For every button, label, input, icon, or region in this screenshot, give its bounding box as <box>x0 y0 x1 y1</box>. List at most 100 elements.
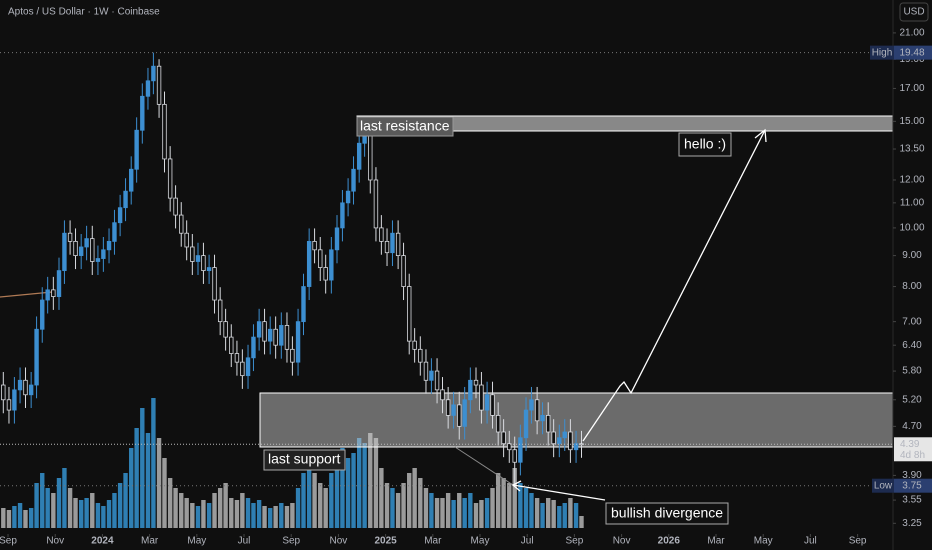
candle-body <box>234 353 240 363</box>
low-value-badge <box>894 478 932 493</box>
x-tick-label: Sep <box>0 536 17 547</box>
candle-body <box>167 158 173 199</box>
candle-body <box>201 255 206 272</box>
currency-button[interactable] <box>899 2 929 22</box>
y-tick-label: 4.70 <box>902 421 922 432</box>
volume-bar <box>457 493 462 528</box>
candle-body <box>245 357 251 377</box>
volume-bar <box>318 483 323 528</box>
volume-bar <box>129 448 134 528</box>
volume-bar <box>551 500 556 528</box>
low-value: 3.75 <box>902 480 922 491</box>
annotation: bullish divergence <box>611 505 723 521</box>
annotation-box <box>678 132 732 157</box>
volume-bar <box>468 493 473 528</box>
volume-bar <box>95 503 101 528</box>
candle-body <box>151 65 156 82</box>
y-tick-label: 21.00 <box>899 28 924 39</box>
volume-bar <box>484 498 490 528</box>
candle-body <box>295 321 301 363</box>
volume-bar <box>306 453 312 528</box>
volume-bar <box>518 483 523 528</box>
volume-bar <box>23 510 28 528</box>
candle-body <box>101 249 106 259</box>
volume-bar <box>534 498 540 528</box>
x-tick-label: Jul <box>521 536 534 547</box>
y-tick-label: 15.00 <box>899 116 924 127</box>
y-tick-label: 6.40 <box>902 340 922 351</box>
last-price: 4.39 <box>900 439 920 450</box>
volume-bar <box>434 498 440 528</box>
candle-body <box>540 414 545 422</box>
low-badge <box>872 478 894 493</box>
candle-body <box>562 431 567 439</box>
volume-bar <box>273 506 278 528</box>
volume-bar <box>134 428 139 528</box>
volume-bar <box>256 500 262 528</box>
volume-bar <box>401 483 406 528</box>
volume-bar <box>568 498 573 528</box>
volume-bar <box>184 498 189 528</box>
volume-bar <box>28 508 34 528</box>
y-tick-label: 5.80 <box>902 366 922 377</box>
volume-bar <box>345 458 351 528</box>
x-tick-label: Jul <box>238 536 251 547</box>
candle-body <box>123 190 128 209</box>
candle-body <box>573 443 579 451</box>
x-tick-label: Nov <box>330 536 348 547</box>
volume-bar <box>279 503 284 528</box>
volume-bar <box>12 506 17 528</box>
candle-body <box>162 103 167 160</box>
volume-bar <box>295 488 301 528</box>
currency[interactable]: USD <box>903 7 924 18</box>
candle-body <box>523 409 529 439</box>
volume-bar <box>78 500 84 528</box>
candle-body <box>51 289 56 297</box>
candle-body <box>262 321 267 342</box>
volume-bar <box>217 488 223 528</box>
candle-body <box>179 214 184 234</box>
x-tick-label: 2025 <box>374 536 397 547</box>
candle-body <box>490 394 495 416</box>
x-tick-label: Mar <box>424 536 442 547</box>
volume-bar <box>73 498 78 528</box>
y-tick-label: 3.55 <box>902 495 922 506</box>
volume-bar <box>356 438 362 528</box>
volume-bar <box>451 500 456 528</box>
volume-bar <box>190 503 195 528</box>
volume-bar <box>1 508 6 528</box>
x-tick-label: Sep <box>566 536 584 547</box>
volume-bar <box>462 498 467 528</box>
candle-body <box>195 255 201 262</box>
overlay-layer <box>0 52 893 487</box>
annotation: last support <box>268 451 340 467</box>
volume-bar <box>156 438 162 528</box>
candle-body <box>117 207 123 224</box>
y-tick-label: 12.00 <box>899 175 924 186</box>
candle-body <box>40 299 45 330</box>
candle-body <box>551 431 556 445</box>
x-tick-label: Nov <box>46 536 64 547</box>
x-tick-label: Jul <box>804 536 817 547</box>
volume-bar <box>229 498 234 528</box>
volume-bar <box>284 506 290 528</box>
x-tick-label: May <box>754 536 773 547</box>
candle-body <box>529 399 534 411</box>
candle-body <box>546 414 551 433</box>
volume-bar <box>368 433 373 528</box>
volume-bar <box>56 478 62 528</box>
candle-body <box>462 399 467 427</box>
candle-body <box>390 232 395 254</box>
y-tick-label: 3.25 <box>902 518 922 529</box>
volume-bar <box>167 478 173 528</box>
y-tick-label: 8.00 <box>902 281 922 292</box>
candle-body <box>568 431 573 451</box>
candle-body <box>290 348 295 363</box>
candle-body <box>306 240 312 287</box>
candle-body <box>434 370 440 391</box>
volume-bar <box>440 498 445 528</box>
volume-bar <box>529 493 534 528</box>
y-tick-label: 3.90 <box>902 470 922 481</box>
candle-body <box>112 222 117 242</box>
x-tick-label: Sep <box>849 536 867 547</box>
